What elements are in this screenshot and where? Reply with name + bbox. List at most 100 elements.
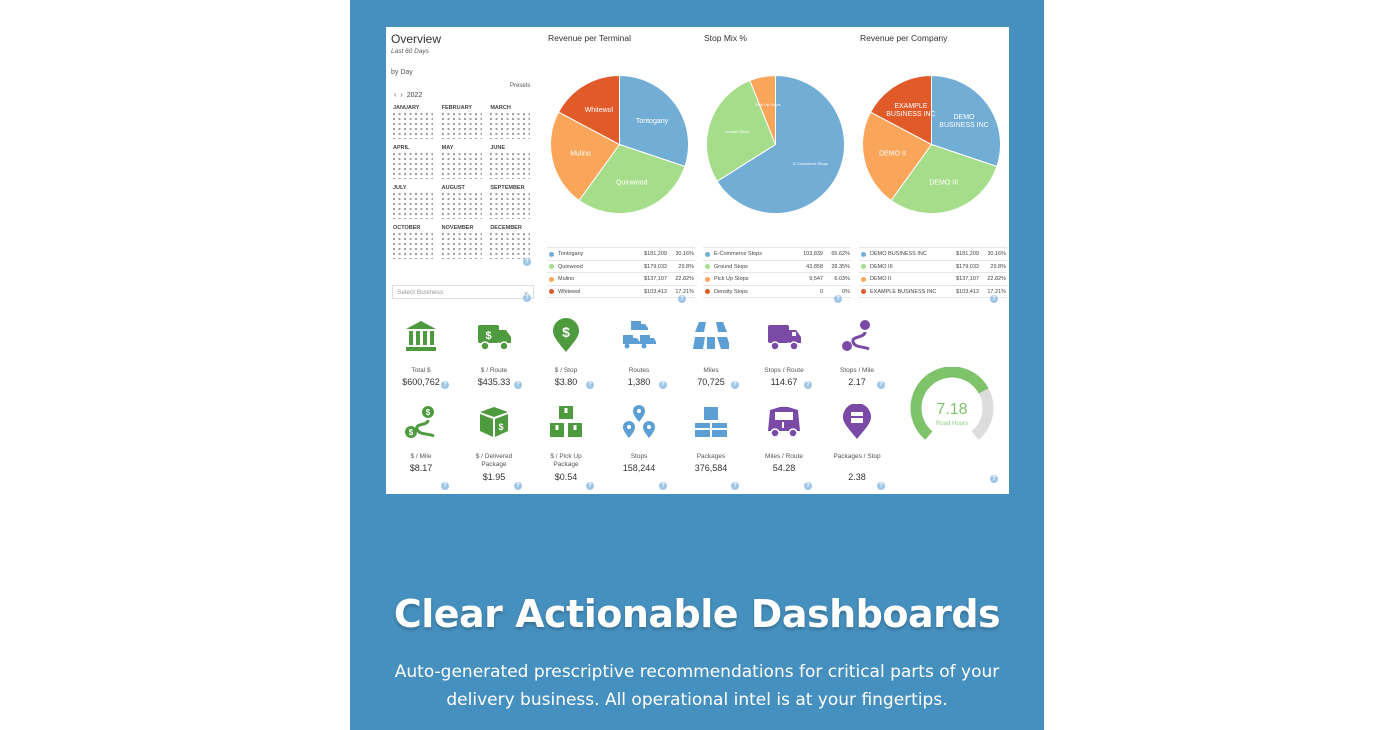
month-day-grid[interactable] <box>441 113 482 139</box>
by-day-label[interactable]: by Day <box>391 69 413 76</box>
pie-slice[interactable] <box>890 143 998 214</box>
calendar-info-icon[interactable]: ? <box>523 258 531 266</box>
kpi-info-icon[interactable]: ? <box>514 381 522 389</box>
kpi-tile[interactable]: $ $ / Stop $3.80? <box>531 318 601 404</box>
kpi-info-icon[interactable]: ? <box>804 482 812 490</box>
pie-slice[interactable] <box>862 111 933 202</box>
month-day-grid[interactable] <box>441 233 482 259</box>
kpi-info-icon[interactable]: ? <box>877 482 885 490</box>
month-day-grid[interactable] <box>490 233 531 259</box>
legend-row[interactable]: DEMO BUSINESS INC $181,209 30.16% <box>859 248 1007 261</box>
pie-slice[interactable] <box>716 74 845 214</box>
kpi-info-icon[interactable]: ? <box>441 482 449 490</box>
legend-row[interactable]: Ground Stops 43,858 28.35% <box>703 261 851 273</box>
calendar-month: OCTOBER <box>393 225 436 259</box>
legend-name: DEMO BUSINESS INC <box>870 251 927 257</box>
kpi-info-icon[interactable]: ? <box>731 482 739 490</box>
pie-slice[interactable] <box>619 74 689 168</box>
dashboard-screenshot: Overview Last 60 Days by Day Presets ‹ › 2… <box>386 27 1009 494</box>
legend-row[interactable]: Tontogany $181,209 30.16% <box>547 248 695 261</box>
kpi-tile[interactable]: Total $ $600,762? <box>386 318 456 404</box>
pie-slice[interactable] <box>869 74 932 146</box>
prev-year-icon[interactable]: ‹ <box>394 92 397 99</box>
legend-row[interactable]: Pick Up Stops 9,547 6.03% <box>703 273 851 286</box>
kpi-label: Stops <box>630 453 648 460</box>
pie-slice[interactable] <box>550 111 621 202</box>
gauge-ring <box>910 366 994 440</box>
legend-name: EXAMPLE BUSINESS INC <box>870 288 937 295</box>
legend-swatch <box>705 264 710 269</box>
presets-link[interactable]: Presets <box>510 83 531 89</box>
legend-value: $179,033 <box>956 263 979 270</box>
kpi-info-icon[interactable]: ? <box>804 381 812 389</box>
kpi-value: 376,584 <box>694 463 728 473</box>
legend-swatch <box>705 289 710 294</box>
month-day-grid[interactable] <box>490 193 531 219</box>
business-info-icon[interactable]: ? <box>523 294 531 302</box>
kpi-tile[interactable]: Stops / Route 114.67? <box>749 318 819 404</box>
kpi-tile[interactable]: $ $ $ / Mile $8.17? <box>386 404 456 490</box>
legend-row[interactable]: Mulino $137,107 22.82% <box>547 273 695 286</box>
kpi-tile[interactable]: $ / Pick Up Package $0.54? <box>531 404 601 490</box>
business-select-placeholder: Select Business <box>397 289 444 296</box>
chart-info-icon[interactable]: ? <box>678 295 686 303</box>
kpi-tile[interactable]: Stops 158,244? <box>604 404 674 490</box>
kpi-info-icon[interactable]: ? <box>441 381 449 389</box>
next-year-icon[interactable]: › <box>400 92 403 99</box>
legend-row[interactable]: E-Commerce Stops 103,839 65.62% <box>703 248 851 261</box>
month-day-grid[interactable] <box>441 193 482 219</box>
kpi-tile[interactable]: $ $ / Delivered Package $1.95? <box>459 404 529 490</box>
kpi-label: Stops / Mile <box>840 367 874 374</box>
pie-slice[interactable] <box>578 143 686 214</box>
svg-text:$: $ <box>409 428 414 437</box>
revenue-per-terminal-chart: Revenue per Terminal Tontogany Quinwood Mu… <box>547 27 697 305</box>
kpi-value: $600,762 <box>402 377 440 387</box>
kpi-info-icon[interactable]: ? <box>659 482 667 490</box>
kpi-tile[interactable]: Routes 1,380? <box>604 318 674 404</box>
legend-row[interactable]: Whitewol $103,413 17.21% <box>547 286 695 298</box>
gauge-info-icon[interactable]: ? <box>990 475 998 483</box>
legend-row[interactable]: DEMO III $179,033 29.8% <box>859 261 1007 273</box>
month-day-grid[interactable] <box>490 113 531 139</box>
month-day-grid[interactable] <box>393 113 433 139</box>
kpi-label: $ / Delivered Package <box>475 453 513 468</box>
legend-value: 9,547 <box>809 276 823 282</box>
legend-row[interactable]: Density Stops 0 0% <box>703 286 851 298</box>
kpi-info-icon[interactable]: ? <box>586 381 594 389</box>
slice-label: EXAMPLE BUSINESS INC <box>886 103 935 118</box>
chart-title: Revenue per Terminal <box>548 33 631 43</box>
month-day-grid[interactable] <box>393 153 433 179</box>
legend-name: Whitewol <box>558 288 581 295</box>
kpi-tile[interactable]: $ $ / Route $435.33? <box>459 318 529 404</box>
pie-slice[interactable] <box>749 74 776 145</box>
pie-slice[interactable] <box>706 79 777 183</box>
month-day-grid[interactable] <box>393 193 433 219</box>
legend-row[interactable]: Quinwood $179,033 29.8% <box>547 261 695 273</box>
kpi-tile[interactable]: Miles / Route 54.28? <box>749 404 819 490</box>
legend-row[interactable]: DEMO II $137,107 22.82% <box>859 273 1007 286</box>
kpi-info-icon[interactable]: ? <box>731 381 739 389</box>
month-day-grid[interactable] <box>441 153 482 179</box>
slice-label: Tontogany <box>636 118 669 125</box>
kpi-info-icon[interactable]: ? <box>659 381 667 389</box>
business-select[interactable]: Select Business ⌄ <box>392 285 534 299</box>
pins-icon <box>623 405 655 438</box>
chart-info-icon[interactable]: ? <box>834 295 842 303</box>
pie-slice[interactable] <box>557 74 620 146</box>
kpi-info-icon[interactable]: ? <box>877 381 885 389</box>
month-day-grid[interactable] <box>393 233 433 259</box>
kpi-tile[interactable]: Packages / Stop 2.38? <box>822 404 892 490</box>
dollar-route-icon: $$ <box>405 406 435 438</box>
kpi-info-icon[interactable]: ? <box>514 482 522 490</box>
chart-legend: E-Commerce Stops 103,839 65.62% Ground Stop… <box>703 247 851 298</box>
chart-info-icon[interactable]: ? <box>990 295 998 303</box>
chart-legend: Tontogany $181,209 30.16% Quinwood $179,033 2… <box>547 247 695 298</box>
legend-row[interactable]: EXAMPLE BUSINESS INC $103,413 17.21% <box>859 286 1007 298</box>
pie-slice[interactable] <box>931 74 1001 168</box>
month-day-grid[interactable] <box>490 153 531 179</box>
kpi-info-icon[interactable]: ? <box>586 482 594 490</box>
kpi-tile[interactable]: Packages 376,584? <box>676 404 746 490</box>
kpi-tile[interactable]: Stops / Mile 2.17? <box>822 318 892 404</box>
kpi-tile[interactable]: Miles 70,725? <box>676 318 746 404</box>
year-label: 2022 <box>406 92 423 99</box>
